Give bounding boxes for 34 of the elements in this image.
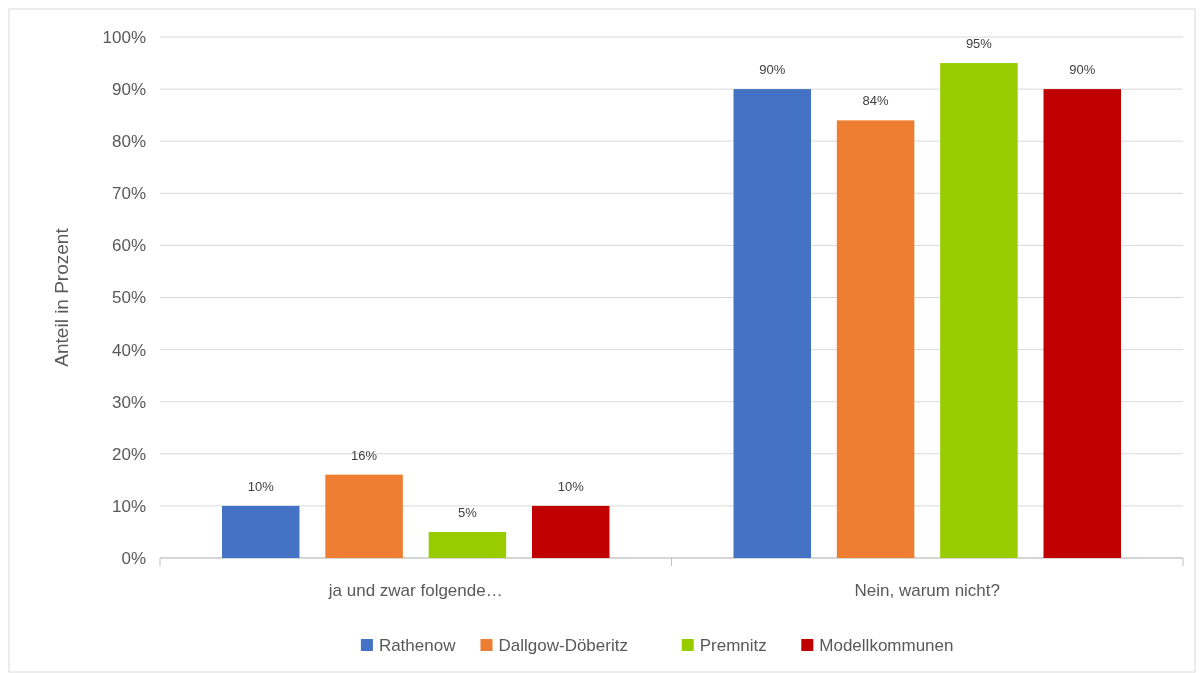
bar bbox=[1043, 89, 1121, 558]
data-label: 10% bbox=[247, 478, 275, 494]
data-label: 90% bbox=[759, 62, 786, 78]
legend-label: Premnitz bbox=[699, 635, 767, 655]
y-tick-label: 60% bbox=[111, 236, 146, 256]
y-axis-title: Anteil in Prozent bbox=[51, 227, 72, 367]
x-tick-label: ja und zwar folgende… bbox=[327, 581, 503, 600]
bar bbox=[532, 505, 610, 558]
y-tick-label: 10% bbox=[111, 496, 146, 516]
y-tick-label: 80% bbox=[111, 132, 146, 152]
data-label: 5% bbox=[458, 504, 478, 520]
legend-label: Modellkommunen bbox=[819, 635, 954, 655]
y-tick-label: 100% bbox=[102, 27, 146, 47]
legend-label: Dallgow-Döberitz bbox=[498, 635, 628, 655]
y-tick-label: 30% bbox=[111, 392, 146, 412]
data-label: 10% bbox=[557, 478, 585, 494]
y-tick-label: 90% bbox=[111, 80, 146, 100]
bar bbox=[733, 89, 811, 558]
data-label: 95% bbox=[965, 36, 993, 52]
bar bbox=[325, 474, 403, 558]
legend-label: Rathenow bbox=[378, 635, 457, 655]
y-tick-label: 40% bbox=[111, 340, 146, 360]
x-tick-label: Nein, warum nicht? bbox=[854, 581, 1001, 600]
bar bbox=[940, 63, 1018, 558]
y-tick-label: 20% bbox=[111, 444, 146, 464]
y-tick-label: 70% bbox=[111, 184, 146, 204]
data-label: 90% bbox=[1069, 62, 1096, 78]
bar bbox=[222, 505, 300, 558]
bar bbox=[428, 531, 507, 558]
bar bbox=[836, 120, 915, 558]
data-label: 16% bbox=[351, 447, 378, 463]
y-tick-label: 50% bbox=[111, 288, 146, 308]
data-label: 84% bbox=[862, 93, 890, 109]
y-tick-label: 0% bbox=[121, 548, 146, 568]
